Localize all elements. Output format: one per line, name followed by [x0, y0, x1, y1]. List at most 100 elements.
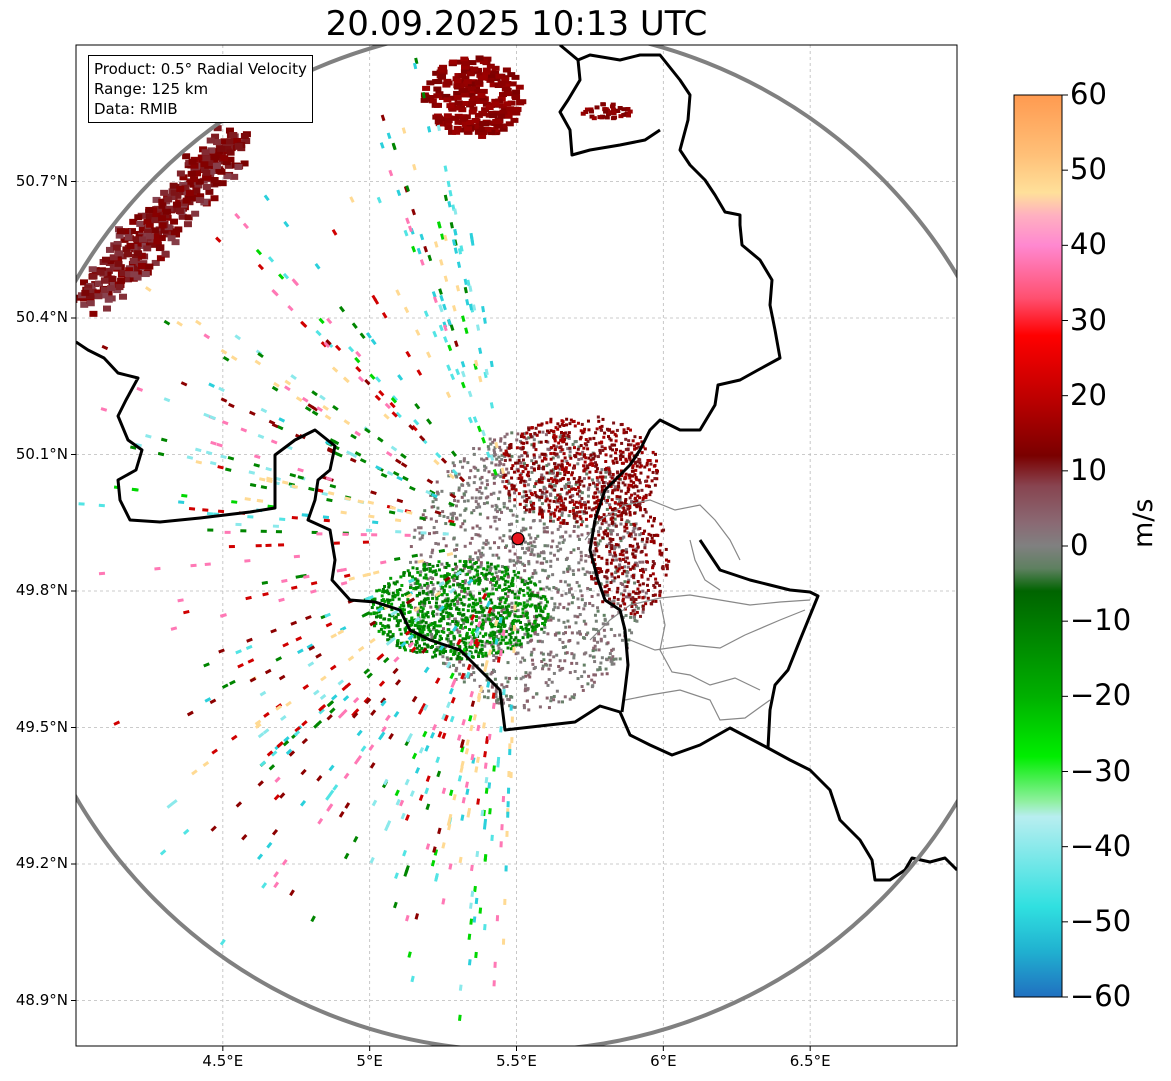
echo-pixel	[645, 583, 649, 587]
echo-pixel	[254, 359, 262, 366]
echo-pixel	[170, 626, 178, 631]
y-tick-label: 50.1°N	[15, 444, 68, 463]
echo-pixel	[519, 464, 523, 468]
echo-pixel	[558, 467, 562, 471]
echo-pixel	[589, 575, 593, 579]
echo-pixel	[491, 583, 495, 587]
echo-pixel	[486, 516, 490, 520]
echo-pixel	[513, 573, 517, 577]
echo-pixel	[504, 694, 508, 698]
echo-pixel	[500, 635, 504, 639]
echo-pixel	[373, 298, 380, 305]
echo-pixel	[235, 649, 242, 655]
echo-pixel	[502, 67, 511, 73]
echo-pixel	[464, 327, 469, 334]
echo-pixel	[478, 347, 483, 354]
echo-pixel	[640, 539, 644, 543]
echo-pixel	[440, 562, 444, 566]
echo-pixel	[423, 638, 427, 642]
echo-pixel	[462, 621, 466, 625]
echo-pixel	[650, 536, 654, 540]
echo-pixel	[509, 446, 513, 450]
echo-pixel	[536, 591, 540, 595]
echo-pixel	[474, 618, 478, 622]
echo-pixel	[656, 534, 660, 538]
echo-pixel	[645, 463, 649, 467]
echo-pixel	[442, 630, 446, 634]
echo-pixel	[116, 228, 125, 235]
echo-pixel	[438, 581, 445, 587]
echo-pixel	[523, 505, 527, 509]
echo-pixel	[434, 102, 443, 108]
echo-pixel	[509, 772, 513, 779]
echo-pixel	[631, 574, 635, 578]
echo-pixel	[594, 105, 600, 110]
echo-pixel	[222, 356, 230, 362]
echo-pixel	[465, 620, 469, 624]
echo-pixel	[524, 500, 528, 504]
echo-pixel	[538, 506, 542, 510]
echo-pixel	[427, 628, 431, 632]
echo-pixel	[295, 574, 302, 579]
echo-pixel	[594, 483, 598, 487]
echo-pixel	[435, 607, 439, 611]
echo-pixel	[473, 475, 477, 479]
echo-pixel	[370, 338, 377, 346]
echo-pixel	[641, 496, 645, 500]
echo-pixel	[597, 419, 601, 423]
echo-pixel	[424, 613, 428, 617]
echo-pixel	[472, 118, 481, 124]
echo-pixel	[504, 587, 508, 591]
echo-pixel	[622, 569, 626, 573]
echo-pixel	[80, 301, 89, 308]
echo-pixel	[457, 472, 461, 476]
echo-pixel	[548, 484, 552, 488]
echo-pixel	[510, 601, 514, 605]
echo-pixel	[489, 525, 493, 529]
echo-pixel	[493, 519, 497, 523]
echo-pixel	[648, 459, 652, 463]
echo-pixel	[569, 456, 573, 460]
echo-pixel	[515, 519, 519, 523]
echo-pixel	[492, 636, 496, 640]
echo-pixel	[491, 630, 495, 634]
echo-pixel	[348, 576, 355, 581]
echo-pixel	[257, 352, 264, 359]
echo-pixel	[572, 464, 576, 468]
echo-pixel	[278, 543, 285, 547]
echo-pixel	[598, 448, 602, 452]
echo-pixel	[464, 126, 473, 132]
echo-pixel	[487, 594, 491, 598]
echo-pixel	[268, 764, 276, 771]
echo-pixel	[505, 121, 514, 127]
echo-pixel	[411, 695, 418, 703]
echo-pixel	[481, 553, 485, 557]
echo-pixel	[103, 271, 112, 278]
echo-pixel	[633, 473, 637, 477]
echo-pixel	[477, 93, 486, 99]
echo-pixel	[567, 484, 571, 488]
echo-pixel	[610, 648, 614, 652]
echo-pixel	[353, 708, 360, 715]
echo-pixel	[632, 530, 636, 534]
echo-pixel	[458, 475, 466, 483]
echo-pixel	[408, 573, 412, 577]
echo-pixel	[463, 581, 467, 585]
echo-pixel	[507, 481, 511, 485]
echo-pixel	[212, 162, 221, 169]
echo-pixel	[481, 436, 486, 444]
echo-pixel	[558, 500, 562, 504]
echo-pixel	[454, 504, 458, 508]
echo-pixel	[332, 404, 339, 411]
echo-pixel	[473, 580, 477, 584]
echo-pixel	[479, 88, 488, 94]
echo-pixel	[263, 711, 270, 718]
echo-pixel	[494, 695, 498, 699]
echo-pixel	[455, 59, 464, 65]
echo-pixel	[633, 581, 637, 585]
echo-pixel	[503, 473, 507, 477]
echo-pixel	[488, 808, 492, 815]
echo-pixel	[411, 752, 418, 760]
echo-pixel	[414, 767, 421, 774]
echo-pixel	[314, 262, 321, 270]
